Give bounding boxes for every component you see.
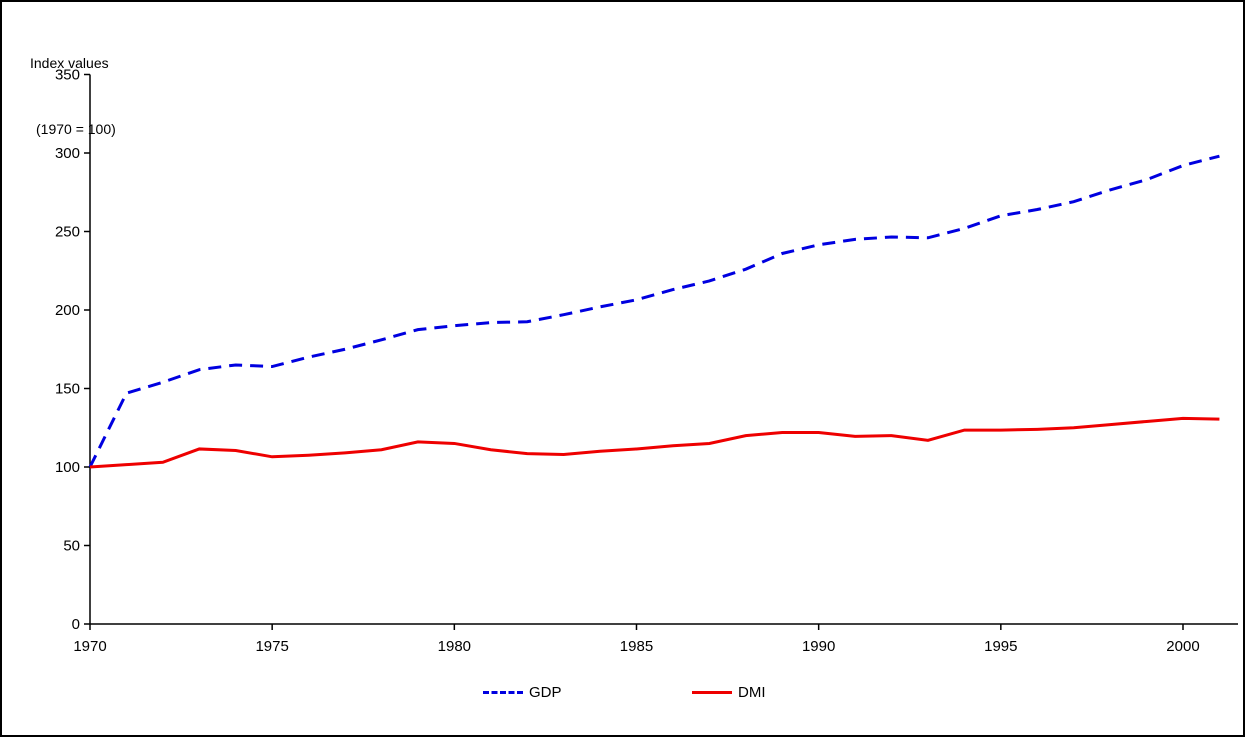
legend: GDP DMI [2,680,1243,704]
legend-item-dmi: DMI [692,680,766,704]
gdp-line [88,154,1220,468]
dmi-line [89,416,1220,469]
y-tick-label: 300 [55,145,80,162]
chart-title-line2: (1970 = 100) [36,121,116,137]
legend-item-gdp: GDP [483,680,562,704]
chart-title: Index values (1970 = 100) [30,8,116,184]
chart-title-line1: Index values [30,55,109,71]
legend-label-gdp: GDP [529,683,562,701]
legend-label-dmi: DMI [738,683,766,701]
x-tick-label: 1985 [620,638,653,655]
x-tick-label: 2000 [1166,638,1199,655]
x-tick-label: 1990 [802,638,835,655]
gdp-dashed-line-sample [483,690,523,694]
x-tick-label: 1970 [73,638,106,655]
y-tick-label: 150 [55,381,80,398]
y-tick-label: 50 [63,538,80,555]
y-tick-label: 0 [72,616,80,633]
y-tick-label: 350 [55,67,80,84]
y-tick-label: 250 [55,224,80,241]
dmi-solid-line-sample [692,690,732,694]
x-tick-label: 1980 [438,638,471,655]
x-tick-label: 1995 [984,638,1017,655]
x-tick-label: 1975 [255,638,288,655]
y-tick-label: 200 [55,302,80,319]
y-tick-label: 100 [55,459,80,476]
